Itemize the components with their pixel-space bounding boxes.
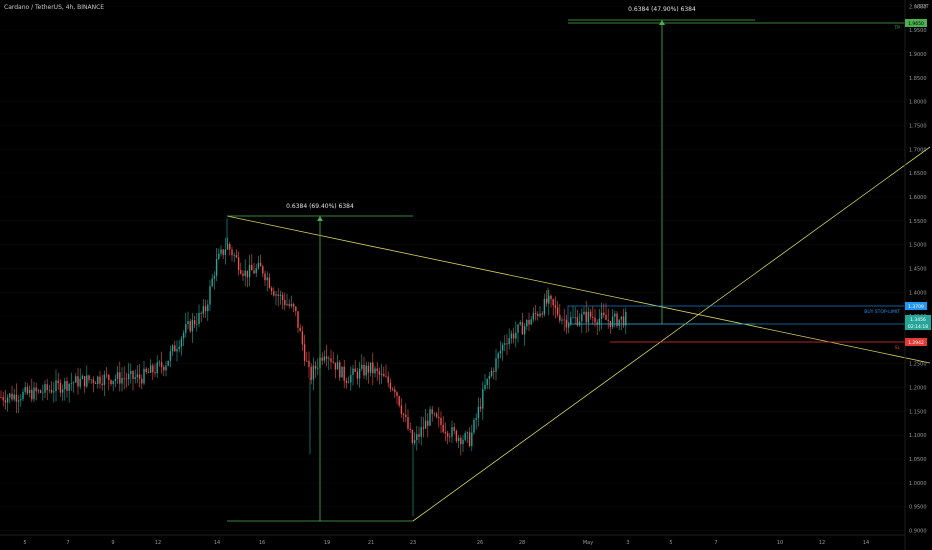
time-tick: 5 (23, 540, 26, 546)
price-scale[interactable]: USDT 2.0000 1.9500 1.9000 1.8500 1.8000 1.750… (904, 0, 930, 550)
sl-label: SL (895, 345, 901, 351)
time-tick: 28 (519, 540, 525, 546)
time-scale[interactable]: 5 7 9 12 14 16 19 21 23 26 28 May 3 5 7 10 12 14 (0, 534, 905, 546)
price-tick: 1.2500 (909, 362, 927, 368)
price-tick: 1.6000 (909, 195, 927, 201)
time-tick: 14 (214, 540, 220, 546)
price-tick: 1.2000 (909, 386, 927, 392)
price-tick: 1.5500 (909, 219, 927, 225)
measure-tool-right[interactable]: 0.6384 (47.90%) 6384 (568, 6, 905, 325)
grid (0, 6, 905, 531)
time-tick: 3 (626, 540, 629, 546)
measure-right-label: 0.6384 (47.90%) 6384 (628, 6, 696, 13)
time-tick: 12 (155, 540, 161, 546)
currency-label: USDT (915, 4, 930, 10)
time-tick: 23 (410, 540, 416, 546)
svg-text:1.3456: 1.3456 (910, 317, 926, 323)
price-tick: 2.0000 (909, 4, 927, 10)
svg-text:1.9650: 1.9650 (908, 21, 924, 27)
buy-stop-limit-label: BUY STOP-LIMIT (864, 309, 900, 315)
price-tick: 1.5000 (909, 243, 927, 249)
tp-price-tag: 1.9650 (905, 19, 927, 27)
descending-trendline[interactable] (226, 215, 931, 364)
stop-loss-line[interactable]: SL (610, 341, 905, 351)
price-tick: 1.4500 (909, 266, 927, 272)
price-tick: 1.7500 (909, 123, 927, 129)
svg-text:1.2942: 1.2942 (908, 340, 924, 346)
price-tick: 1.1500 (909, 409, 927, 415)
time-tick: 7 (66, 540, 69, 546)
time-tick: 19 (324, 540, 330, 546)
time-tick: 10 (777, 540, 783, 546)
chart-title: Cardano / TetherUS, 4h, BINANCE (4, 4, 105, 11)
svg-text:02:14:18: 02:14:18 (908, 324, 928, 330)
time-tick: 5 (669, 540, 672, 546)
measure-tool-left[interactable]: 0.6384 (69.40%) 6384 (227, 203, 413, 522)
price-tick: 1.1000 (909, 433, 927, 439)
time-tick: 9 (111, 540, 114, 546)
price-tick: 1.4000 (909, 290, 927, 296)
time-tick: 7 (714, 540, 717, 546)
price-tick: 0.9500 (909, 505, 927, 511)
price-tick: 1.9000 (909, 52, 927, 58)
time-tick: 26 (477, 540, 483, 546)
time-tick: May (583, 540, 593, 546)
time-tick: 14 (863, 540, 869, 546)
time-tick: 12 (819, 540, 825, 546)
price-tick: 1.0000 (909, 481, 927, 487)
price-tick: 0.9000 (909, 529, 927, 535)
measure-left-label: 0.6384 (69.40%) 6384 (286, 203, 354, 210)
current-price-tag: 1.3456 02:14:18 (905, 315, 931, 330)
price-tick: 1.7000 (909, 147, 927, 153)
candles (0, 218, 627, 517)
time-tick: 16 (259, 540, 265, 546)
tp-label: TP (894, 25, 901, 31)
price-tick: 1.8000 (909, 100, 927, 106)
sl-price-tag: 1.2942 (905, 338, 927, 346)
time-tick: 21 (368, 540, 374, 546)
price-tick: 1.9500 (909, 28, 927, 34)
ascending-trendline[interactable] (412, 146, 931, 522)
price-tick: 1.0500 (909, 457, 927, 463)
buy-price-tag: 1.3709 (905, 302, 927, 310)
price-tick: 1.6500 (909, 171, 927, 177)
price-tick: 1.8500 (909, 76, 927, 82)
svg-text:1.3709: 1.3709 (908, 304, 924, 310)
